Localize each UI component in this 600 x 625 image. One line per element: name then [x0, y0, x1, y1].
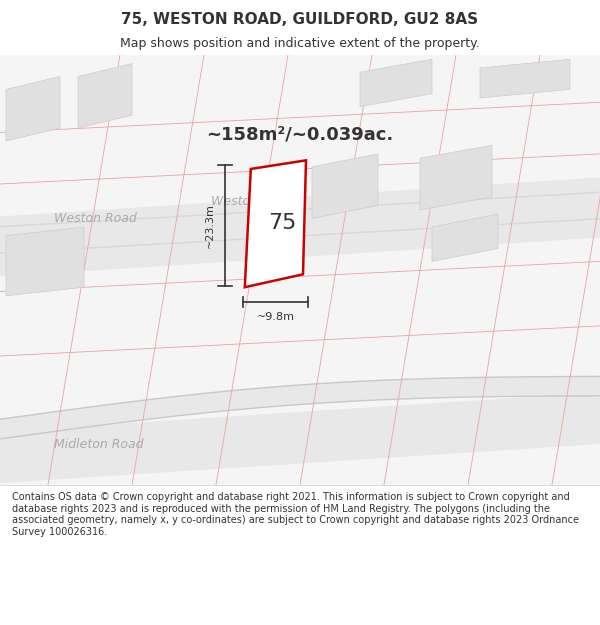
Polygon shape	[360, 59, 432, 107]
Text: 75, WESTON ROAD, GUILDFORD, GU2 8AS: 75, WESTON ROAD, GUILDFORD, GU2 8AS	[121, 12, 479, 27]
Polygon shape	[0, 176, 600, 279]
Polygon shape	[6, 76, 60, 141]
Polygon shape	[312, 154, 378, 218]
FancyBboxPatch shape	[0, 55, 600, 485]
Polygon shape	[480, 59, 570, 98]
Polygon shape	[245, 161, 306, 288]
Polygon shape	[78, 64, 132, 128]
Polygon shape	[432, 214, 498, 261]
Text: ~158m²/~0.039ac.: ~158m²/~0.039ac.	[206, 126, 394, 144]
Polygon shape	[0, 391, 600, 485]
Polygon shape	[6, 227, 84, 296]
Text: ~23.3m: ~23.3m	[205, 203, 215, 248]
Text: 75: 75	[268, 213, 296, 232]
Text: Weston Road: Weston Road	[211, 195, 293, 208]
Text: Map shows position and indicative extent of the property.: Map shows position and indicative extent…	[120, 38, 480, 51]
Polygon shape	[420, 145, 492, 210]
Text: Weston Road: Weston Road	[54, 212, 137, 225]
Text: Midleton Road: Midleton Road	[54, 438, 143, 451]
Text: Contains OS data © Crown copyright and database right 2021. This information is : Contains OS data © Crown copyright and d…	[12, 492, 579, 537]
Text: ~9.8m: ~9.8m	[256, 312, 295, 322]
